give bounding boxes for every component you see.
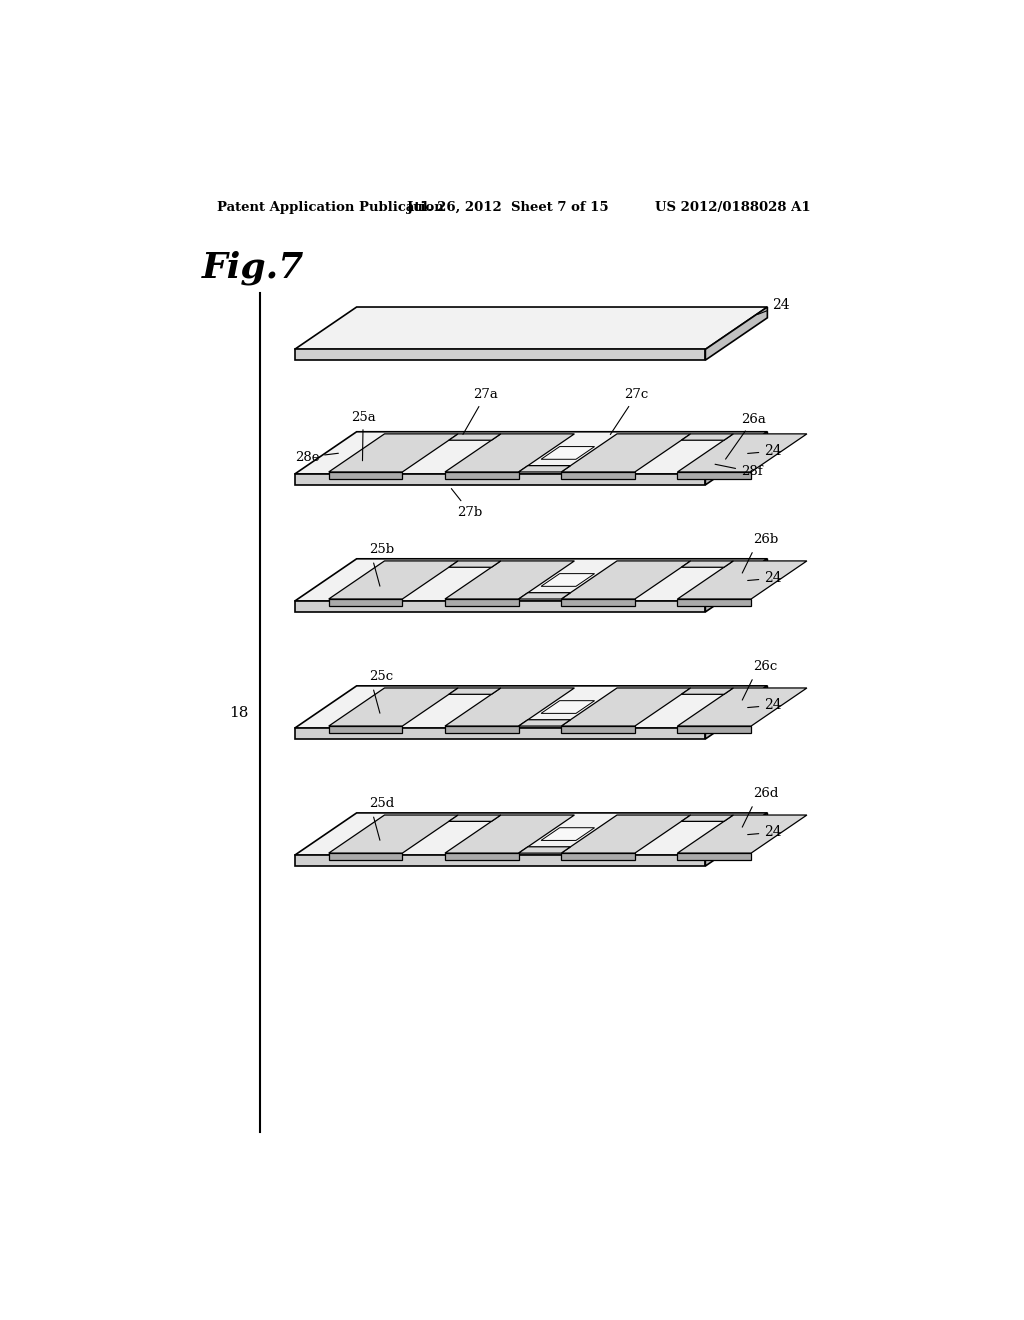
Polygon shape [681,561,733,568]
Polygon shape [445,561,574,599]
Text: Jul. 26, 2012  Sheet 7 of 15: Jul. 26, 2012 Sheet 7 of 15 [407,201,608,214]
Polygon shape [295,601,706,612]
Polygon shape [295,308,767,350]
Polygon shape [678,814,807,853]
Text: 26c: 26c [754,660,777,673]
Polygon shape [295,350,706,360]
Text: Patent Application Publication: Patent Application Publication [217,201,443,214]
Polygon shape [561,814,690,853]
Polygon shape [449,688,501,694]
Polygon shape [706,308,767,360]
Polygon shape [295,558,767,601]
Polygon shape [518,847,570,853]
Polygon shape [518,466,570,473]
Polygon shape [561,473,635,479]
Polygon shape [445,434,574,473]
Text: 24: 24 [748,572,782,585]
Text: 24: 24 [748,825,782,840]
Polygon shape [706,686,767,739]
Polygon shape [329,599,402,606]
Text: 27b: 27b [452,488,482,519]
Polygon shape [295,686,767,729]
Text: 28f: 28f [715,465,763,478]
Polygon shape [329,726,402,733]
Polygon shape [681,434,733,441]
Polygon shape [518,719,570,726]
Polygon shape [329,853,402,861]
Polygon shape [541,446,595,459]
Polygon shape [706,813,767,866]
Polygon shape [445,473,518,479]
Polygon shape [561,853,635,861]
Text: 24: 24 [748,698,782,713]
Polygon shape [295,432,767,474]
Polygon shape [541,701,595,713]
Text: 24: 24 [748,445,782,458]
Text: 27a: 27a [463,388,498,434]
Polygon shape [678,726,751,733]
Text: 27c: 27c [610,388,648,434]
Polygon shape [678,561,807,599]
Polygon shape [295,813,767,855]
Polygon shape [518,593,570,599]
Polygon shape [445,599,518,606]
Text: 25b: 25b [369,543,394,556]
Polygon shape [329,473,402,479]
Polygon shape [541,828,595,841]
Polygon shape [681,814,733,821]
Polygon shape [445,726,518,733]
Polygon shape [678,434,807,473]
Polygon shape [541,574,595,586]
Text: 26b: 26b [754,532,778,545]
Text: 25c: 25c [369,669,393,682]
Text: 24: 24 [758,298,790,314]
Polygon shape [706,432,767,484]
Polygon shape [329,688,458,726]
Text: 25d: 25d [369,797,394,810]
Polygon shape [561,561,690,599]
Polygon shape [295,729,706,739]
Text: 18: 18 [228,706,248,719]
Polygon shape [445,814,574,853]
Text: Fig.7: Fig.7 [202,251,304,285]
Polygon shape [329,814,458,853]
Polygon shape [561,599,635,606]
Polygon shape [449,814,501,821]
Polygon shape [561,434,690,473]
Text: 26a: 26a [726,413,766,459]
Text: 28e: 28e [295,450,338,463]
Polygon shape [449,561,501,568]
Polygon shape [678,688,807,726]
Polygon shape [445,853,518,861]
Polygon shape [561,688,690,726]
Polygon shape [561,726,635,733]
Polygon shape [678,473,751,479]
Polygon shape [295,855,706,866]
Text: US 2012/0188028 A1: US 2012/0188028 A1 [655,201,811,214]
Polygon shape [681,688,733,694]
Text: 26d: 26d [754,787,779,800]
Polygon shape [706,558,767,612]
Polygon shape [295,474,706,484]
Polygon shape [329,434,458,473]
Polygon shape [678,853,751,861]
Text: 25a: 25a [351,411,376,461]
Polygon shape [678,599,751,606]
Polygon shape [445,688,574,726]
Polygon shape [449,434,501,441]
Polygon shape [329,561,458,599]
